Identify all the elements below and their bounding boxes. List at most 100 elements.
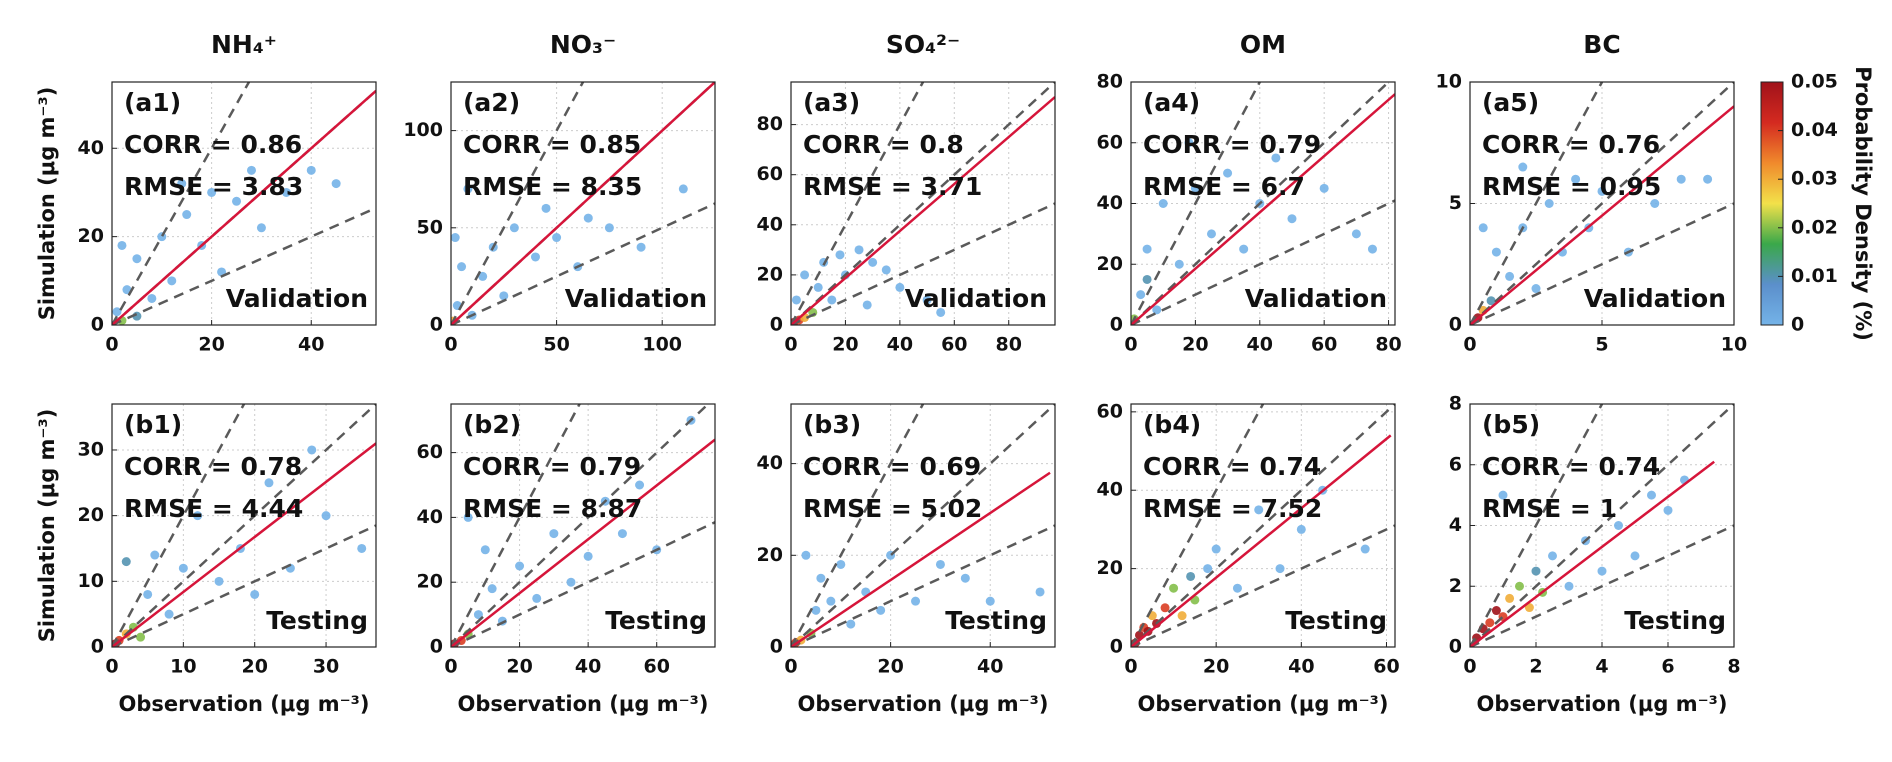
point [881, 265, 891, 275]
corr-text: CORR = 0.74 [1143, 452, 1321, 481]
point [1223, 168, 1233, 178]
y-tick-label: 40 [757, 213, 783, 235]
panel-label: (b2) [463, 410, 521, 439]
fit-line [112, 442, 376, 647]
corr-text: CORR = 0.69 [803, 452, 981, 481]
point [178, 563, 188, 573]
reference-line [451, 404, 581, 647]
point [331, 179, 341, 189]
rmse-text: RMSE = 3.71 [803, 172, 982, 201]
reference-line [1131, 404, 1395, 647]
x-tick-label: 20 [1203, 656, 1229, 678]
point [1206, 229, 1216, 239]
frame [450, 403, 716, 648]
point [321, 511, 331, 521]
x-tick-label: 40 [1288, 656, 1314, 678]
colorbar-tick-label: 0.01 [1791, 265, 1838, 287]
rmse-text: RMSE = 6.7 [1143, 172, 1305, 201]
rmse-text: RMSE = 8.87 [463, 494, 642, 523]
panel-label: (a5) [1482, 88, 1539, 117]
y-tick-label: 80 [1097, 71, 1123, 93]
point [635, 480, 645, 490]
x-axis-label: Observation (μg m⁻³) [1138, 692, 1389, 716]
reference-line [451, 82, 585, 325]
fit-line [112, 89, 376, 325]
column-title: OM [1240, 30, 1286, 59]
point [813, 282, 823, 292]
x-tick-label: 0 [1463, 656, 1476, 678]
set-label: Validation [1245, 284, 1387, 313]
y-tick-label: 5 [1449, 192, 1462, 214]
x-tick-label: 40 [575, 656, 601, 678]
y-tick-label: 0 [770, 636, 783, 658]
y-tick-label: 0 [1110, 314, 1123, 336]
fit-line [1470, 460, 1715, 647]
point [307, 445, 317, 455]
point [1174, 259, 1184, 269]
point [150, 550, 160, 560]
points [1131, 138, 1377, 324]
point [1485, 618, 1495, 628]
colorbar-label: Probability Density (%) [1851, 66, 1875, 341]
rmse-text: RMSE = 5.02 [803, 494, 982, 523]
set-label: Testing [266, 606, 368, 635]
panel: 0 20 40 0 20 40 (b3) CORR = 0.69 RMSE = 5.02 Test… [757, 403, 1056, 716]
points [451, 184, 688, 325]
point [1597, 566, 1607, 576]
y-tick-label: 0 [430, 314, 443, 336]
point [515, 561, 525, 571]
point [1142, 274, 1152, 284]
point [112, 307, 122, 317]
point [256, 223, 266, 233]
y-tick-label: 4 [1449, 514, 1462, 536]
panel: 0 2 4 6 8 0 2 4 6 8 (b5) CORR = 0.74 RMSE = 1 Testing… [1449, 393, 1741, 717]
y-tick-label: 0 [430, 636, 443, 658]
rmse-text: RMSE = 8.35 [463, 172, 642, 201]
y-tick-label: 40 [78, 137, 104, 159]
point [1211, 544, 1221, 554]
fit-line [1131, 434, 1392, 647]
y-tick-label: 20 [757, 544, 783, 566]
reference-line [791, 202, 1055, 325]
x-tick-label: 4 [1595, 656, 1608, 678]
y-tick-label: 40 [757, 452, 783, 474]
point [549, 529, 559, 539]
point [164, 609, 174, 619]
point [1515, 581, 1524, 591]
reference-line [112, 524, 376, 647]
y-axis-label: Simulation (μg m⁻³) [35, 87, 59, 321]
point [936, 307, 946, 317]
frame [1130, 403, 1396, 648]
point [147, 293, 157, 303]
point [1275, 564, 1285, 574]
panel-label: (a3) [803, 88, 860, 117]
colorbar-tick-label: 0.04 [1791, 119, 1838, 141]
frame [1469, 403, 1735, 648]
reference-line [1470, 404, 1604, 647]
y-tick-label: 50 [417, 216, 443, 238]
point [473, 610, 483, 620]
point [922, 295, 932, 305]
x-tick-label: 20 [877, 656, 903, 678]
point [935, 559, 945, 569]
corr-text: CORR = 0.79 [1143, 130, 1321, 159]
point [960, 573, 970, 583]
fit-line [791, 96, 1055, 325]
corr-text: CORR = 0.79 [463, 452, 641, 481]
panel: 0 20 40 60 0 20 40 60 (b2) CORR = 0.79 RMSE = 8.87… [417, 403, 716, 716]
reference-line [1470, 82, 1604, 325]
point [1663, 505, 1673, 515]
point [463, 512, 473, 522]
x-tick-label: 20 [1182, 334, 1208, 356]
rmse-text: RMSE = 4.44 [124, 494, 303, 523]
y-tick-label: 0 [1110, 636, 1123, 658]
x-tick-label: 0 [444, 656, 457, 678]
points [1472, 475, 1689, 643]
point [1360, 544, 1370, 554]
reference-line [791, 82, 1055, 325]
corr-text: CORR = 0.86 [124, 130, 302, 159]
x-tick-label: 20 [198, 334, 224, 356]
point [854, 245, 864, 255]
y-tick-label: 60 [1097, 400, 1123, 422]
